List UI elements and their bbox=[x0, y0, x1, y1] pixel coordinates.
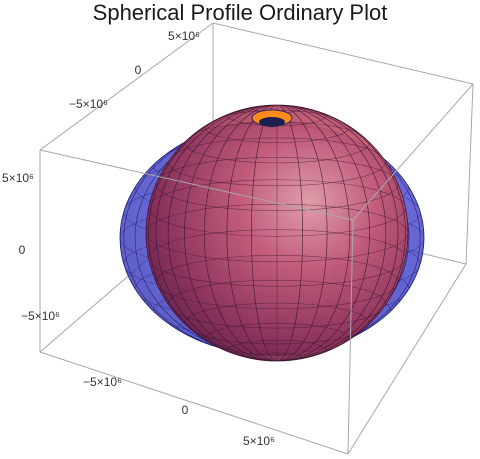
mesh-longitude bbox=[148, 105, 406, 361]
chart-title: Spherical Profile Ordinary Plot bbox=[92, 0, 388, 25]
mesh-longitude bbox=[226, 105, 328, 361]
mesh-latitude bbox=[146, 203, 408, 263]
mesh-longitude bbox=[251, 105, 303, 361]
tick-left-vertical-0: 5×10⁶ bbox=[2, 171, 34, 185]
mesh-longitude bbox=[155, 105, 399, 361]
mesh-longitude bbox=[184, 105, 370, 361]
tick-left-vertical-1: 0 bbox=[19, 243, 26, 257]
top-cap-inner bbox=[259, 117, 285, 127]
tick-bottom-2: 5×10⁶ bbox=[243, 434, 275, 448]
tick-bottom-1: 0 bbox=[182, 403, 189, 417]
mesh-longitude bbox=[203, 105, 351, 361]
mesh-longitude bbox=[167, 105, 387, 361]
tick-top-left-0: 5×10⁶ bbox=[168, 29, 200, 43]
tick-top-left-2: −5×10⁶ bbox=[69, 97, 108, 111]
bounding-box-front bbox=[39, 83, 474, 455]
inner-surface bbox=[145, 104, 409, 362]
tick-bottom-0: −5×10⁶ bbox=[83, 375, 122, 389]
tick-top-left-1: 0 bbox=[135, 63, 142, 77]
tick-labels: 5×10⁶ 0 −5×10⁶ 5×10⁶ 0 −5×10⁶ −5×10⁶ 0 5… bbox=[2, 29, 275, 448]
mesh-longitude bbox=[123, 121, 421, 355]
tick-left-vertical-2: −5×10⁶ bbox=[21, 309, 60, 323]
mesh-longitude bbox=[134, 121, 410, 355]
